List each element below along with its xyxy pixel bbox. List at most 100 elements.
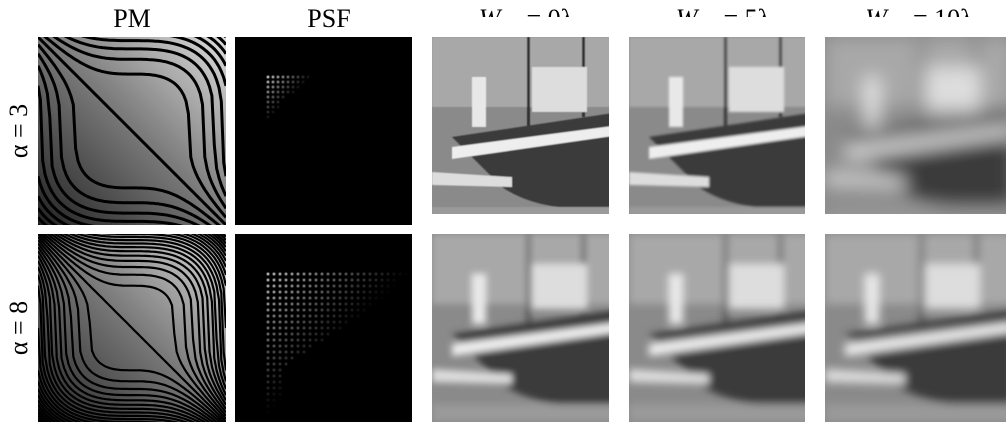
psf-dot bbox=[296, 296, 300, 300]
cabin bbox=[925, 264, 980, 309]
mast bbox=[724, 234, 727, 324]
psf-dot bbox=[362, 302, 366, 306]
psf-dot bbox=[344, 296, 348, 300]
psf-dot bbox=[356, 290, 360, 294]
psf-dot bbox=[308, 320, 312, 324]
psf-dot bbox=[276, 80, 280, 84]
psf-dot bbox=[266, 314, 270, 318]
psf-dot bbox=[272, 350, 276, 354]
psf-dot bbox=[320, 278, 324, 282]
psf-dot bbox=[302, 278, 306, 282]
psf-dot bbox=[302, 302, 306, 306]
psf-dot bbox=[308, 272, 312, 276]
psf-dot bbox=[290, 314, 294, 318]
psf-dot bbox=[350, 284, 354, 288]
psf-dot bbox=[290, 308, 294, 312]
psf-dot bbox=[332, 290, 336, 294]
psf-dot bbox=[278, 356, 282, 360]
psf-dot bbox=[308, 326, 312, 330]
psf-dot bbox=[272, 344, 276, 348]
psf-dot bbox=[284, 272, 288, 276]
psf-dot bbox=[278, 386, 282, 390]
psf-dot bbox=[266, 296, 270, 300]
psf-dot bbox=[272, 374, 276, 378]
psf-dot bbox=[271, 85, 275, 89]
psf-dot bbox=[290, 344, 294, 348]
psf-dot bbox=[296, 308, 300, 312]
psf-dot bbox=[296, 290, 300, 294]
psf-dot bbox=[266, 392, 270, 396]
psf-dot bbox=[320, 326, 324, 330]
psf-dot bbox=[278, 326, 282, 330]
psf-dot bbox=[278, 314, 282, 318]
cabin bbox=[532, 264, 587, 309]
psf-dot bbox=[332, 296, 336, 300]
psf-dot bbox=[266, 90, 270, 94]
psf-dot bbox=[320, 308, 324, 312]
psf-dot bbox=[266, 75, 270, 79]
psf-dot bbox=[271, 80, 275, 84]
psf-dot bbox=[266, 332, 270, 336]
cabin bbox=[925, 67, 980, 112]
psf-dot bbox=[302, 284, 306, 288]
psf-dot bbox=[271, 90, 275, 94]
psf-dot bbox=[296, 278, 300, 282]
psf-dot bbox=[344, 314, 348, 318]
psf-dot bbox=[290, 326, 294, 330]
psf-dot bbox=[272, 368, 276, 372]
psf-dot bbox=[332, 308, 336, 312]
psf-dot bbox=[344, 302, 348, 306]
column-header: PSF bbox=[307, 4, 350, 33]
psf-dot bbox=[392, 278, 396, 282]
psf-dot bbox=[276, 85, 280, 89]
psf-dot bbox=[272, 392, 276, 396]
psf-dot bbox=[314, 332, 318, 336]
psf-dot bbox=[332, 314, 336, 318]
psf-dot bbox=[272, 314, 276, 318]
psf-dot bbox=[278, 368, 282, 372]
cabin bbox=[729, 67, 784, 112]
psf-dot bbox=[276, 75, 280, 79]
psf-dot bbox=[362, 290, 366, 294]
psf-dot bbox=[308, 332, 312, 336]
psf-dot bbox=[302, 350, 306, 354]
psf-dot bbox=[338, 308, 342, 312]
psf-dot bbox=[320, 296, 324, 300]
psf-dot bbox=[320, 338, 324, 342]
psf-dot bbox=[291, 80, 295, 84]
psf-dot bbox=[368, 290, 372, 294]
psf-dot bbox=[362, 296, 366, 300]
psf-dot bbox=[314, 338, 318, 342]
psf-dot bbox=[290, 272, 294, 276]
psf-dot bbox=[266, 105, 270, 109]
sky bbox=[629, 37, 817, 107]
psf-dot bbox=[302, 326, 306, 330]
psf-dot bbox=[374, 296, 378, 300]
psf-dot bbox=[266, 302, 270, 306]
psf-dot bbox=[344, 284, 348, 288]
psf-dot bbox=[350, 302, 354, 306]
psf-dot bbox=[308, 296, 312, 300]
psf-dot bbox=[332, 302, 336, 306]
psf-dot bbox=[344, 320, 348, 324]
psf-dot bbox=[392, 272, 396, 276]
psf-dot bbox=[266, 290, 270, 294]
psf-dot bbox=[266, 386, 270, 390]
psf-dot bbox=[380, 272, 384, 276]
psf-dot bbox=[266, 110, 270, 114]
psf bbox=[235, 37, 423, 225]
psf-dot bbox=[338, 326, 342, 330]
tower bbox=[472, 77, 486, 127]
psf-dot bbox=[308, 338, 312, 342]
psf-dot bbox=[344, 290, 348, 294]
psf-dot bbox=[320, 314, 324, 318]
psf-dot bbox=[284, 320, 288, 324]
psf-dot bbox=[284, 350, 288, 354]
psf-dot bbox=[278, 374, 282, 378]
tower bbox=[472, 274, 486, 324]
psf-dot bbox=[320, 290, 324, 294]
psf-dot bbox=[350, 308, 354, 312]
psf-dot bbox=[302, 290, 306, 294]
psf-dot bbox=[276, 105, 280, 109]
psf-dot bbox=[272, 278, 276, 282]
